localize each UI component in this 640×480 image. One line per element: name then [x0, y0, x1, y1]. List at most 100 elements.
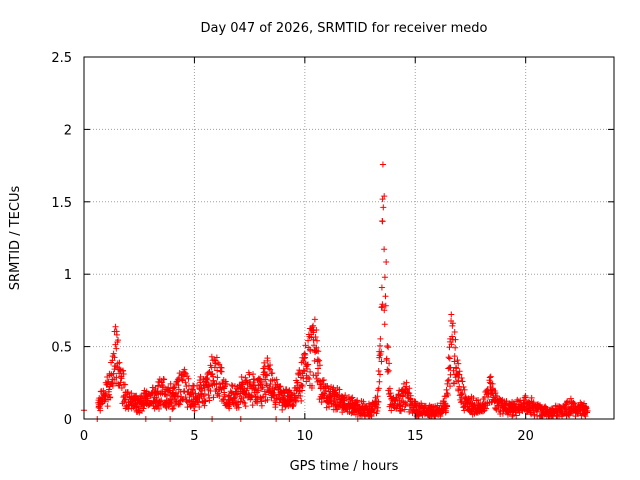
data-point: [382, 293, 389, 300]
data-point: [191, 407, 198, 414]
data-point: [305, 337, 312, 344]
grid-lines: [84, 57, 614, 419]
data-point: [398, 408, 405, 415]
data-point: [306, 375, 313, 382]
data-point: [354, 397, 361, 404]
data-point: [360, 398, 367, 405]
data-point: [513, 412, 520, 419]
y-tick-label: 2.5: [51, 51, 72, 66]
data-point: [262, 391, 269, 398]
data-point: [172, 394, 179, 401]
y-axis-label: SRMTID / TECUs: [8, 186, 23, 291]
data-point: [384, 343, 391, 350]
data-point: [244, 385, 251, 392]
data-point: [169, 406, 176, 413]
data-point: [313, 326, 320, 333]
data-point: [273, 376, 280, 383]
data-point: [483, 405, 490, 412]
data-point: [116, 359, 123, 366]
data-point: [113, 328, 120, 335]
y-tick-label: 1: [64, 268, 72, 283]
data-point: [378, 348, 385, 355]
data-point: [509, 411, 516, 418]
data-point: [443, 386, 450, 393]
data-point: [158, 381, 165, 388]
data-point: [494, 393, 501, 400]
data-point: [458, 374, 465, 381]
data-point: [158, 397, 165, 404]
tick-labels: 0 5 10 15 20 0 0.5 1 1.5 2 2.5: [51, 51, 534, 444]
data-point: [205, 392, 212, 399]
data-point: [325, 385, 332, 392]
data-point: [330, 398, 337, 405]
data-point: [381, 193, 388, 200]
data-point: [250, 371, 257, 378]
data-point: [171, 402, 178, 409]
data-point: [196, 385, 203, 392]
data-point: [451, 358, 458, 365]
data-point: [446, 355, 453, 362]
data-point: [264, 396, 271, 403]
x-tick-label: 20: [517, 429, 534, 444]
data-point: [452, 336, 459, 343]
data-point: [277, 383, 284, 390]
data-point: [311, 316, 318, 323]
data-point: [238, 374, 245, 381]
data-point: [375, 399, 382, 406]
data-point: [276, 384, 283, 391]
data-point: [310, 322, 317, 329]
data-point: [305, 361, 312, 368]
data-point: [455, 386, 462, 393]
data-point: [307, 347, 314, 354]
x-tick-label: 10: [297, 429, 314, 444]
data-point: [486, 374, 493, 381]
data-point: [206, 397, 213, 404]
data-point: [171, 384, 178, 391]
data-point: [374, 404, 381, 411]
data-point: [378, 358, 385, 365]
data-point: [294, 379, 301, 386]
data-point: [205, 369, 212, 376]
data-point: [259, 384, 266, 391]
data-point: [304, 374, 311, 381]
data-point: [162, 391, 169, 398]
data-point: [160, 383, 167, 390]
data-point: [459, 378, 466, 385]
data-point: [380, 204, 387, 211]
data-point: [204, 383, 211, 390]
data-point: [377, 342, 384, 349]
data-point: [368, 413, 375, 420]
x-tick-label: 0: [80, 429, 88, 444]
data-point: [449, 333, 456, 340]
data-point: [104, 403, 111, 410]
data-point: [453, 365, 460, 372]
data-point: [454, 357, 461, 364]
data-point: [301, 350, 308, 357]
data-point: [383, 357, 390, 364]
data-point: [267, 366, 274, 373]
data-point: [216, 381, 223, 388]
data-point: [181, 388, 188, 395]
data-points: [81, 161, 591, 422]
data-point: [381, 246, 388, 253]
data-point: [509, 413, 516, 420]
data-point: [379, 161, 386, 168]
data-point: [467, 397, 474, 404]
data-point: [207, 387, 214, 394]
data-point: [307, 368, 314, 375]
data-point: [214, 374, 221, 381]
data-point: [185, 375, 192, 382]
data-point: [452, 344, 459, 351]
data-point: [499, 410, 506, 417]
data-point: [336, 386, 343, 393]
data-point: [452, 374, 459, 381]
x-axis-label: GPS time / hours: [290, 459, 399, 474]
data-point: [216, 393, 223, 400]
data-point: [261, 359, 268, 366]
data-point: [381, 274, 388, 281]
data-point: [386, 360, 393, 367]
data-point: [515, 398, 522, 405]
data-point: [382, 302, 389, 309]
data-point: [444, 377, 451, 384]
data-point: [520, 403, 527, 410]
